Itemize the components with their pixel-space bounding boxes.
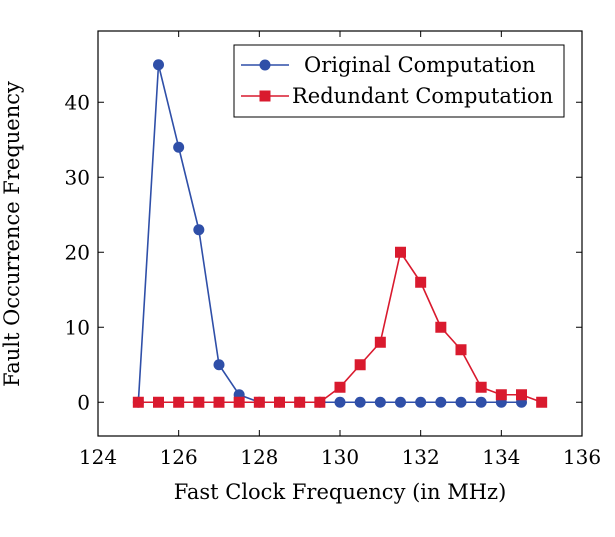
data-point <box>415 396 427 408</box>
data-point <box>132 396 144 408</box>
data-point <box>395 246 406 258</box>
x-tick-label: 132 <box>402 445 440 469</box>
data-point <box>435 396 447 408</box>
data-point <box>253 396 265 408</box>
data-point <box>274 396 285 408</box>
legend: Original Computation Redundant Computati… <box>233 44 565 118</box>
legend-marker-original <box>259 59 271 71</box>
data-point <box>354 396 366 408</box>
legend-label-original: Original Computation <box>304 53 535 77</box>
data-point <box>173 396 185 408</box>
data-point <box>233 396 245 408</box>
data-point <box>334 396 346 408</box>
legend-label-redundant: Redundant Computation <box>292 84 553 108</box>
x-tick-label: 124 <box>79 445 117 469</box>
data-point <box>495 389 507 401</box>
data-point <box>153 59 164 71</box>
y-tick-label: 40 <box>65 90 90 114</box>
x-tick-label: 134 <box>482 445 520 469</box>
data-point <box>314 396 326 408</box>
data-point <box>475 381 487 393</box>
data-point <box>213 396 225 408</box>
data-point <box>455 396 467 408</box>
data-point <box>374 336 386 348</box>
data-point <box>193 224 205 236</box>
y-tick-label: 30 <box>65 165 90 189</box>
x-tick-label: 126 <box>160 445 198 469</box>
data-point <box>475 396 487 408</box>
data-point <box>374 396 386 408</box>
data-point <box>354 359 366 371</box>
x-tick-label: 130 <box>321 445 359 469</box>
data-point <box>455 344 467 356</box>
data-point <box>415 276 427 288</box>
data-point <box>536 396 548 408</box>
data-point <box>435 321 447 333</box>
axis-ticks: 124 126 128 130 132 134 136 0 10 20 30 40 <box>65 31 601 469</box>
y-tick-label: 10 <box>65 315 90 339</box>
legend-box <box>233 44 565 118</box>
data-point <box>516 389 527 401</box>
x-tick-label: 136 <box>563 445 601 469</box>
data-point <box>153 396 164 408</box>
legend-marker-redundant <box>259 90 271 102</box>
data-point <box>294 396 306 408</box>
y-tick-label: 0 <box>77 390 90 414</box>
series-line-1 <box>138 251 542 404</box>
x-tick-label: 128 <box>240 445 278 469</box>
data-point <box>193 396 205 408</box>
y-tick-label: 20 <box>65 240 90 264</box>
y-axis-label: Fault Occurrence Frequency <box>0 81 24 387</box>
data-point <box>334 381 346 393</box>
x-axis-label: Fast Clock Frequency (in MHz) <box>174 480 507 504</box>
data-point <box>173 141 185 153</box>
data-point <box>395 396 406 408</box>
data-point <box>213 359 225 371</box>
series-markers <box>132 59 548 408</box>
